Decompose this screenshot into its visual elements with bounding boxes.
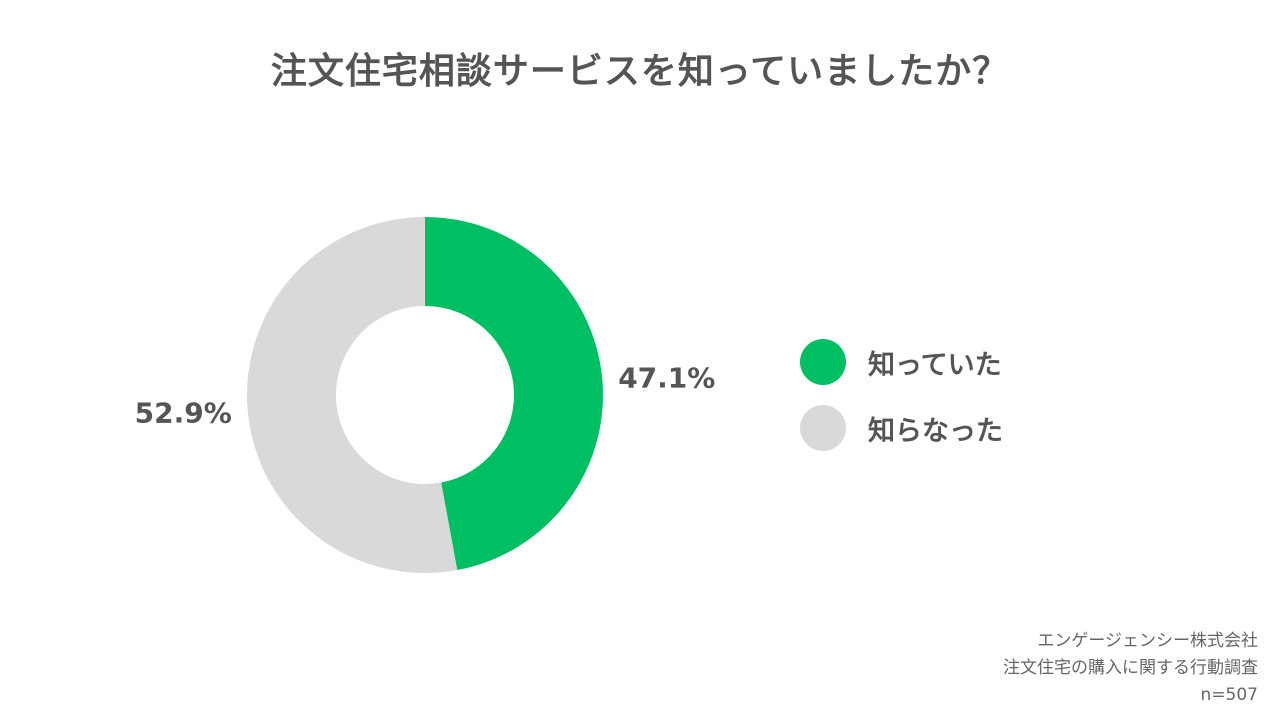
sample-size: n=507 — [1200, 685, 1258, 705]
legend-item-known: 知っていた — [800, 338, 1003, 386]
legend-label-unknown: 知らなった — [868, 415, 1003, 447]
legend: 知っていた 知らなった — [800, 338, 1003, 470]
legend-swatch-unknown — [800, 405, 846, 451]
chart-title: 注文住宅相談サービスを知っていましたか？ — [270, 51, 1010, 92]
legend-swatch-known — [800, 339, 846, 385]
source-company: エンゲージェンシー株式会社 — [1037, 631, 1258, 651]
slice-label-known: 47.1% — [618, 362, 715, 395]
legend-label-known: 知っていた — [868, 349, 1002, 381]
source-note: エンゲージェンシー株式会社 注文住宅の購入に関する行動調査 n=507 — [1003, 628, 1258, 709]
slice-label-unknown: 52.9% — [135, 396, 232, 429]
source-survey: 注文住宅の購入に関する行動調査 — [1003, 658, 1258, 678]
legend-item-unknown: 知らなった — [800, 404, 1003, 452]
slice-unknown — [246, 217, 458, 573]
slice-known — [425, 217, 603, 571]
